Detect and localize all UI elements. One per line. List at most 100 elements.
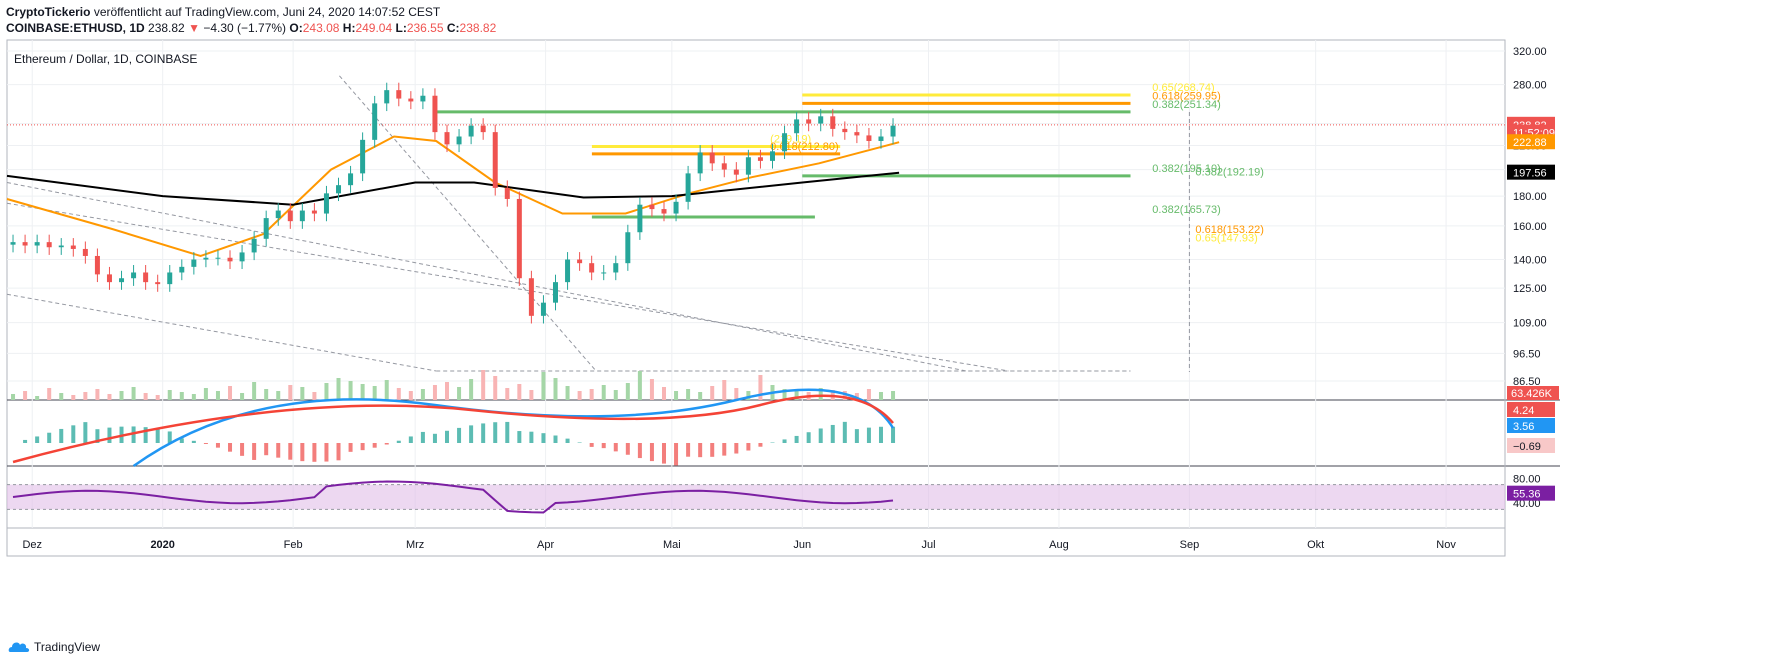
fib-label: 0.618(212.80): [770, 141, 839, 153]
axes: Dez 2020 Feb Mrz Apr Mai Jun Jul Aug Sep Okt Nov 320…: [22, 46, 1559, 551]
down-arrow-icon: ▼: [188, 21, 200, 35]
volume-bar: [324, 383, 329, 400]
macd-tag-text: 4.24: [1513, 405, 1534, 417]
volume-bar: [276, 391, 281, 400]
x-tick-label: Mai: [663, 539, 681, 551]
macd-histogram-bar: [674, 443, 679, 466]
macd-histogram-bar: [83, 422, 88, 443]
candle-body: [299, 210, 305, 222]
candle-body: [215, 257, 221, 259]
macd-histogram-bar: [625, 443, 630, 455]
candle-body: [866, 135, 872, 141]
volume-bar: [818, 388, 823, 400]
macd-histogram-bar: [661, 443, 666, 464]
fib-label: 0.65(147.93): [1195, 233, 1257, 245]
macd-histogram-bar: [143, 427, 148, 443]
volume-bar: [288, 385, 293, 400]
candle-body: [709, 152, 715, 164]
volume-bar: [734, 388, 739, 400]
candle-body: [384, 90, 390, 104]
macd-pane: 4.24 3.56 −0.69: [12, 388, 1555, 468]
candle-body: [287, 210, 293, 222]
macd-histogram-bar: [288, 443, 293, 460]
macd-histogram-bar: [191, 440, 196, 443]
rsi-tick-label: 80.00: [1513, 473, 1541, 485]
candles[interactable]: [10, 82, 896, 324]
tradingview-cloud-icon: [8, 642, 30, 652]
volume-bar: [252, 382, 257, 400]
volume-bar: [674, 391, 679, 400]
macd-histogram-bar: [432, 433, 437, 443]
candle-body: [830, 116, 836, 129]
low-value: 236.55: [406, 21, 444, 35]
volume-bar: [625, 383, 630, 400]
x-tick-label: Mrz: [406, 539, 424, 551]
y-tick-label: 96.50: [1513, 348, 1541, 360]
volume-bar: [372, 386, 377, 400]
candle-body: [106, 274, 112, 283]
rsi-line: [12, 480, 894, 514]
rsi-tag-text: 55.36: [1513, 489, 1541, 501]
macd-histogram-bar: [276, 443, 281, 458]
ema-slow-line: [6, 171, 900, 206]
candle-body: [323, 193, 329, 214]
macd-histogram-bar: [71, 425, 76, 443]
candle-body: [275, 210, 281, 219]
candle-body: [673, 201, 679, 214]
candle-body: [733, 169, 739, 175]
volume-tag: [1507, 386, 1559, 400]
price-tag-text: 197.56: [1513, 168, 1547, 180]
volume-bar: [23, 391, 28, 400]
volume-bar: [119, 391, 124, 400]
macd-histogram-bar: [565, 438, 570, 443]
macd-histogram-bar: [107, 427, 112, 443]
macd-histogram-bar: [601, 443, 606, 449]
macd-histogram-bar: [794, 435, 799, 443]
tradingview-footer[interactable]: TradingView: [8, 640, 100, 654]
tradingview-brand: TradingView: [34, 640, 101, 654]
x-tick-label: 2020: [150, 539, 174, 551]
volume-bar: [59, 393, 64, 400]
trend-line: [6, 182, 967, 372]
macd-histogram-bar: [35, 436, 40, 443]
volume-bar: [384, 380, 389, 400]
candle-body: [782, 133, 788, 152]
candle-body: [432, 95, 438, 133]
volume-bar: [613, 390, 618, 400]
macd-histogram-bar: [698, 443, 703, 458]
volume-bar: [445, 382, 450, 400]
macd-tag-text: 3.56: [1513, 421, 1534, 433]
volume-bar: [360, 384, 365, 400]
candle-body: [661, 209, 667, 214]
macd-histogram-bar: [179, 438, 184, 443]
macd-histogram-bar: [324, 443, 329, 462]
candle-body: [143, 272, 149, 283]
candle-body: [444, 132, 450, 145]
last-price: 238.82: [148, 21, 185, 35]
volume-bar: [408, 391, 413, 400]
chart-legend-title: Ethereum / Dollar, 1D, COINBASE: [14, 52, 197, 66]
trend-line: [6, 293, 437, 372]
volume-bar: [191, 394, 196, 400]
macd-histogram-bar: [505, 421, 510, 443]
macd-histogram-bar: [420, 431, 425, 443]
volume-bar: [541, 372, 546, 400]
candle-body: [637, 204, 643, 233]
macd-histogram-bar: [818, 428, 823, 443]
trend-line: [339, 75, 597, 372]
volume-bar: [107, 394, 112, 400]
volume-bar: [469, 379, 474, 400]
candle-body: [769, 151, 775, 161]
candle-body: [311, 210, 317, 214]
candle-body: [420, 95, 426, 102]
x-tick-label: Feb: [284, 539, 303, 551]
volume-bar: [794, 391, 799, 400]
fib-label: 0.382(165.73): [1152, 204, 1221, 216]
volume-bar: [782, 389, 787, 400]
volume-bar: [203, 388, 208, 400]
publish-info: CryptoTickerio veröffentlicht auf Tradin…: [6, 5, 440, 19]
x-tick-label: Aug: [1049, 539, 1069, 551]
macd-histogram-bar: [842, 421, 847, 443]
candle-body: [516, 198, 522, 279]
